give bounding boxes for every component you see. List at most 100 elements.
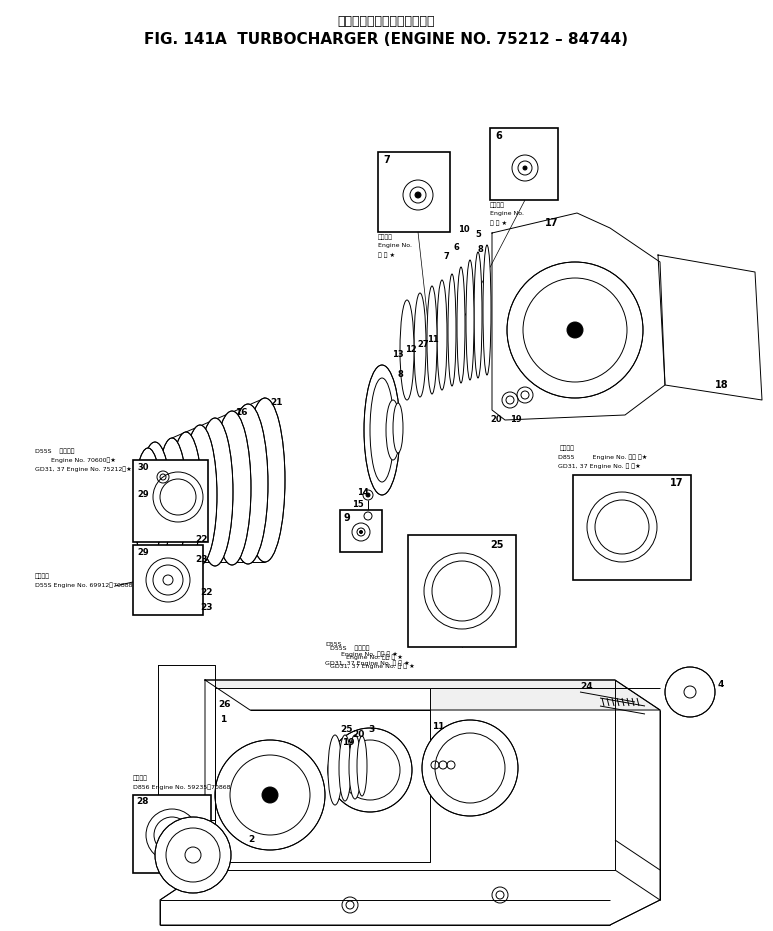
Text: 適用号機: 適用号機	[133, 775, 148, 780]
Text: D55S Engine No. 69912～70888: D55S Engine No. 69912～70888	[35, 582, 132, 587]
Ellipse shape	[466, 260, 474, 380]
Ellipse shape	[339, 735, 351, 801]
Circle shape	[415, 192, 421, 198]
Text: 28: 28	[136, 797, 148, 806]
Text: Engine No.: Engine No.	[378, 243, 412, 248]
Text: 29: 29	[137, 490, 148, 499]
Text: D55S    適用号機: D55S 適用号機	[330, 645, 369, 651]
Ellipse shape	[157, 438, 187, 562]
Text: 16: 16	[235, 408, 247, 417]
Text: 8: 8	[398, 370, 404, 379]
Text: 13: 13	[392, 350, 404, 359]
Bar	[490, 128, 558, 200]
Text: ・ ～ ★: ・ ～ ★	[378, 252, 395, 258]
Text: 29: 29	[137, 548, 148, 557]
Polygon shape	[215, 688, 430, 862]
Circle shape	[328, 728, 412, 812]
Circle shape	[567, 322, 583, 338]
Ellipse shape	[386, 400, 400, 460]
Text: 2: 2	[248, 835, 254, 844]
Text: GD31, 37 Engine No. 75212～★: GD31, 37 Engine No. 75212～★	[35, 466, 131, 472]
Text: 23: 23	[200, 603, 213, 612]
Ellipse shape	[427, 286, 437, 394]
Text: 11: 11	[432, 722, 444, 731]
Bar	[133, 460, 208, 542]
Circle shape	[215, 740, 325, 850]
Circle shape	[366, 493, 370, 497]
Ellipse shape	[349, 735, 361, 799]
Text: 25: 25	[490, 540, 503, 550]
Text: 12: 12	[405, 345, 417, 354]
Text: 22: 22	[200, 588, 213, 597]
Text: 適用号機: 適用号機	[378, 234, 393, 239]
Text: GD31, 37 Engine No. ・ ～★: GD31, 37 Engine No. ・ ～★	[558, 463, 641, 468]
Bar	[133, 545, 203, 615]
Text: Engine No. ・・ ～ ★: Engine No. ・・ ～ ★	[325, 651, 398, 656]
Text: D856 Engine No. 59235～70868: D856 Engine No. 59235～70868	[133, 784, 230, 789]
Ellipse shape	[437, 280, 447, 390]
Ellipse shape	[183, 425, 217, 565]
Text: D55S    適用号機: D55S 適用号機	[35, 448, 74, 453]
Bar	[378, 152, 450, 232]
Text: 14: 14	[357, 488, 369, 497]
Text: 17: 17	[545, 218, 559, 228]
Text: 7: 7	[383, 155, 390, 165]
Ellipse shape	[245, 398, 285, 562]
Ellipse shape	[357, 736, 367, 796]
Text: 4: 4	[718, 680, 724, 689]
Ellipse shape	[328, 735, 342, 805]
Text: 21: 21	[270, 398, 282, 407]
Ellipse shape	[474, 252, 482, 378]
Text: 22: 22	[195, 535, 207, 544]
Text: 適用号機: 適用号機	[35, 573, 50, 578]
Bar	[133, 795, 211, 873]
Polygon shape	[160, 680, 660, 925]
Polygon shape	[158, 665, 215, 820]
Bar	[408, 535, 516, 647]
Ellipse shape	[483, 245, 491, 375]
Text: 11: 11	[427, 335, 439, 344]
Text: Engine No. 70600～★: Engine No. 70600～★	[35, 457, 116, 463]
Text: 15: 15	[352, 500, 364, 509]
Text: 20: 20	[352, 730, 364, 739]
Text: 9: 9	[344, 513, 351, 523]
Text: 23: 23	[195, 555, 207, 564]
Circle shape	[507, 262, 643, 398]
Circle shape	[155, 817, 231, 893]
Text: 17: 17	[670, 478, 683, 488]
Text: Engine No.: Engine No.	[490, 211, 524, 216]
Text: 30: 30	[137, 463, 148, 472]
Text: ターボチャージャ　適用号機: ターボチャージャ 適用号機	[337, 15, 434, 28]
Text: 1: 1	[220, 715, 226, 724]
Ellipse shape	[393, 403, 403, 453]
Text: D55S: D55S	[325, 642, 342, 647]
Text: 10: 10	[458, 225, 470, 234]
Text: FIG. 141A  TURBOCHARGER (ENGINE NO. 75212 – 84744): FIG. 141A TURBOCHARGER (ENGINE NO. 75212…	[144, 32, 628, 47]
Circle shape	[359, 531, 363, 533]
Ellipse shape	[457, 267, 465, 383]
Text: 24: 24	[580, 682, 593, 691]
Ellipse shape	[134, 448, 162, 564]
Circle shape	[262, 787, 278, 803]
Polygon shape	[205, 680, 660, 710]
Ellipse shape	[139, 442, 171, 566]
Polygon shape	[658, 255, 762, 400]
Circle shape	[665, 667, 715, 717]
Ellipse shape	[197, 418, 233, 566]
Ellipse shape	[213, 411, 251, 565]
Polygon shape	[492, 213, 665, 420]
Text: 5: 5	[475, 230, 481, 239]
Text: 6: 6	[495, 131, 502, 141]
Circle shape	[170, 833, 174, 837]
Text: D855         Engine No. ・・ ～★: D855 Engine No. ・・ ～★	[558, 454, 647, 460]
Text: 19: 19	[510, 415, 522, 424]
Text: 6: 6	[453, 243, 459, 252]
Ellipse shape	[228, 404, 268, 564]
Circle shape	[422, 720, 518, 816]
Text: 7: 7	[444, 252, 450, 261]
Text: ・ ～ ★: ・ ～ ★	[490, 220, 507, 225]
Text: GD31, 37 Engine No. ・ ～ ★: GD31, 37 Engine No. ・ ～ ★	[330, 663, 415, 668]
Text: 27: 27	[417, 340, 428, 349]
Ellipse shape	[364, 365, 400, 495]
Circle shape	[523, 166, 527, 170]
